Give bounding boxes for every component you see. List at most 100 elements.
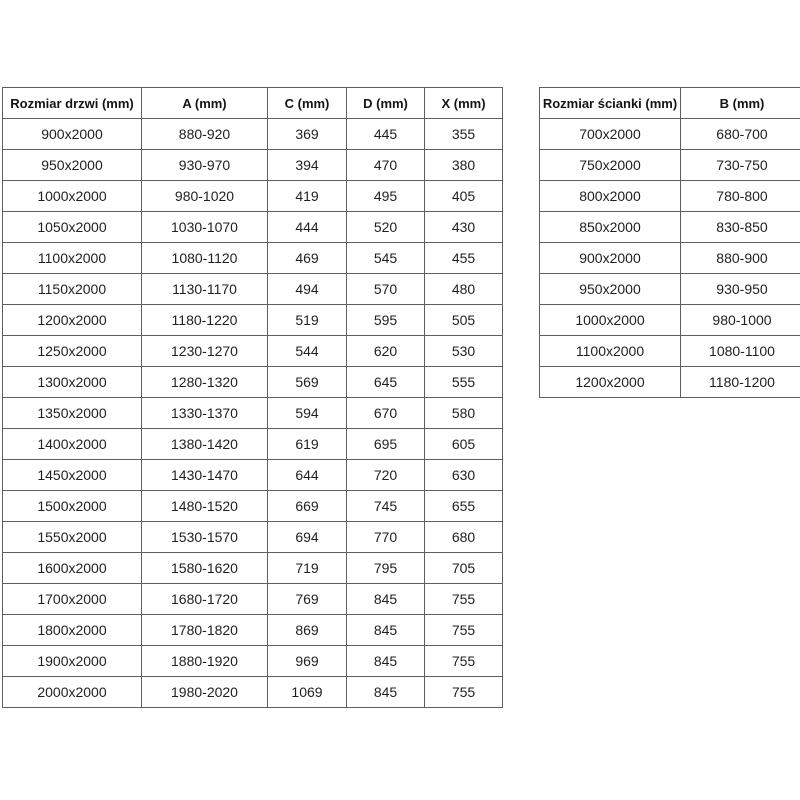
table-cell: 1200x2000 <box>539 366 681 398</box>
table-cell: 1100x2000 <box>539 335 681 367</box>
table-cell: 745 <box>346 490 425 522</box>
door-size-table-header: Rozmiar drzwi (mm) A (mm) C (mm) D (mm) X (m… <box>2 87 503 119</box>
header-row: Rozmiar ścianki (mm) B (mm) <box>539 87 800 119</box>
table-cell: 845 <box>346 583 425 615</box>
table-cell: 1150x2000 <box>2 273 142 305</box>
table-cell: 869 <box>267 614 347 646</box>
table-cell: 1400x2000 <box>2 428 142 460</box>
wall-size-table-body: 700x2000 680-700 750x2000 730-750 800x2000 78… <box>539 118 800 398</box>
table-cell: 394 <box>267 149 347 181</box>
table-row: 950x2000 930-950 <box>539 273 800 305</box>
table-cell: 755 <box>424 645 503 677</box>
table-cell: 705 <box>424 552 503 584</box>
column-header: X (mm) <box>424 87 503 119</box>
table-cell: 695 <box>346 428 425 460</box>
table-cell: 1280-1320 <box>141 366 268 398</box>
table-cell: 1450x2000 <box>2 459 142 491</box>
table-cell: 930-970 <box>141 149 268 181</box>
table-cell: 755 <box>424 583 503 615</box>
table-cell: 1780-1820 <box>141 614 268 646</box>
table-cell: 619 <box>267 428 347 460</box>
table-cell: 545 <box>346 242 425 274</box>
table-row: 1200x2000 1180-1220 519 595 505 <box>2 304 503 336</box>
table-cell: 680-700 <box>680 118 800 150</box>
table-cell: 850x2000 <box>539 211 681 243</box>
column-header: D (mm) <box>346 87 425 119</box>
table-row: 1100x2000 1080-1120 469 545 455 <box>2 242 503 274</box>
table-cell: 1330-1370 <box>141 397 268 429</box>
table-cell: 569 <box>267 366 347 398</box>
table-cell: 1980-2020 <box>141 676 268 708</box>
table-cell: 1500x2000 <box>2 490 142 522</box>
table-cell: 1580-1620 <box>141 552 268 584</box>
table-cell: 770 <box>346 521 425 553</box>
table-cell: 505 <box>424 304 503 336</box>
table-cell: 1000x2000 <box>2 180 142 212</box>
table-cell: 544 <box>267 335 347 367</box>
table-cell: 605 <box>424 428 503 460</box>
table-cell: 670 <box>346 397 425 429</box>
table-cell: 380 <box>424 149 503 181</box>
header-row: Rozmiar drzwi (mm) A (mm) C (mm) D (mm) X (m… <box>2 87 503 119</box>
table-cell: 1069 <box>267 676 347 708</box>
table-cell: 720 <box>346 459 425 491</box>
table-cell: 469 <box>267 242 347 274</box>
table-row: 1550x2000 1530-1570 694 770 680 <box>2 521 503 553</box>
table-cell: 795 <box>346 552 425 584</box>
table-cell: 1230-1270 <box>141 335 268 367</box>
column-header: Rozmiar ścianki (mm) <box>539 87 681 119</box>
table-cell: 730-750 <box>680 149 800 181</box>
door-size-table-body: 900x2000 880-920 369 445 355 950x2000 930-970 3… <box>2 118 503 708</box>
door-size-table: Rozmiar drzwi (mm) A (mm) C (mm) D (mm) X (m… <box>2 87 503 708</box>
table-cell: 1480-1520 <box>141 490 268 522</box>
table-row: 1000x2000 980-1000 <box>539 304 800 336</box>
table-row: 750x2000 730-750 <box>539 149 800 181</box>
table-row: 850x2000 830-850 <box>539 211 800 243</box>
table-row: 1800x2000 1780-1820 869 845 755 <box>2 614 503 646</box>
table-cell: 700x2000 <box>539 118 681 150</box>
table-cell: 644 <box>267 459 347 491</box>
table-row: 1500x2000 1480-1520 669 745 655 <box>2 490 503 522</box>
table-cell: 2000x2000 <box>2 676 142 708</box>
table-row: 700x2000 680-700 <box>539 118 800 150</box>
table-cell: 594 <box>267 397 347 429</box>
table-cell: 430 <box>424 211 503 243</box>
table-cell: 1180-1200 <box>680 366 800 398</box>
table-cell: 645 <box>346 366 425 398</box>
table-row: 1250x2000 1230-1270 544 620 530 <box>2 335 503 367</box>
table-cell: 1900x2000 <box>2 645 142 677</box>
column-header: Rozmiar drzwi (mm) <box>2 87 142 119</box>
table-cell: 1880-1920 <box>141 645 268 677</box>
table-cell: 630 <box>424 459 503 491</box>
column-header: B (mm) <box>680 87 800 119</box>
table-row: 1350x2000 1330-1370 594 670 580 <box>2 397 503 429</box>
wall-size-table-header: Rozmiar ścianki (mm) B (mm) <box>539 87 800 119</box>
table-cell: 1300x2000 <box>2 366 142 398</box>
table-cell: 555 <box>424 366 503 398</box>
table-cell: 1050x2000 <box>2 211 142 243</box>
table-row: 1000x2000 980-1020 419 495 405 <box>2 180 503 212</box>
table-cell: 980-1000 <box>680 304 800 336</box>
table-row: 900x2000 880-900 <box>539 242 800 274</box>
table-row: 1400x2000 1380-1420 619 695 605 <box>2 428 503 460</box>
table-cell: 495 <box>346 180 425 212</box>
table-cell: 845 <box>346 676 425 708</box>
table-cell: 694 <box>267 521 347 553</box>
table-cell: 900x2000 <box>539 242 681 274</box>
table-cell: 1430-1470 <box>141 459 268 491</box>
table-cell: 595 <box>346 304 425 336</box>
table-cell: 620 <box>346 335 425 367</box>
table-cell: 470 <box>346 149 425 181</box>
table-cell: 444 <box>267 211 347 243</box>
table-row: 1050x2000 1030-1070 444 520 430 <box>2 211 503 243</box>
table-cell: 655 <box>424 490 503 522</box>
table-row: 1300x2000 1280-1320 569 645 555 <box>2 366 503 398</box>
table-cell: 1200x2000 <box>2 304 142 336</box>
table-cell: 419 <box>267 180 347 212</box>
table-cell: 445 <box>346 118 425 150</box>
table-cell: 1800x2000 <box>2 614 142 646</box>
table-row: 1900x2000 1880-1920 969 845 755 <box>2 645 503 677</box>
table-cell: 680 <box>424 521 503 553</box>
column-header: A (mm) <box>141 87 268 119</box>
table-cell: 1130-1170 <box>141 273 268 305</box>
